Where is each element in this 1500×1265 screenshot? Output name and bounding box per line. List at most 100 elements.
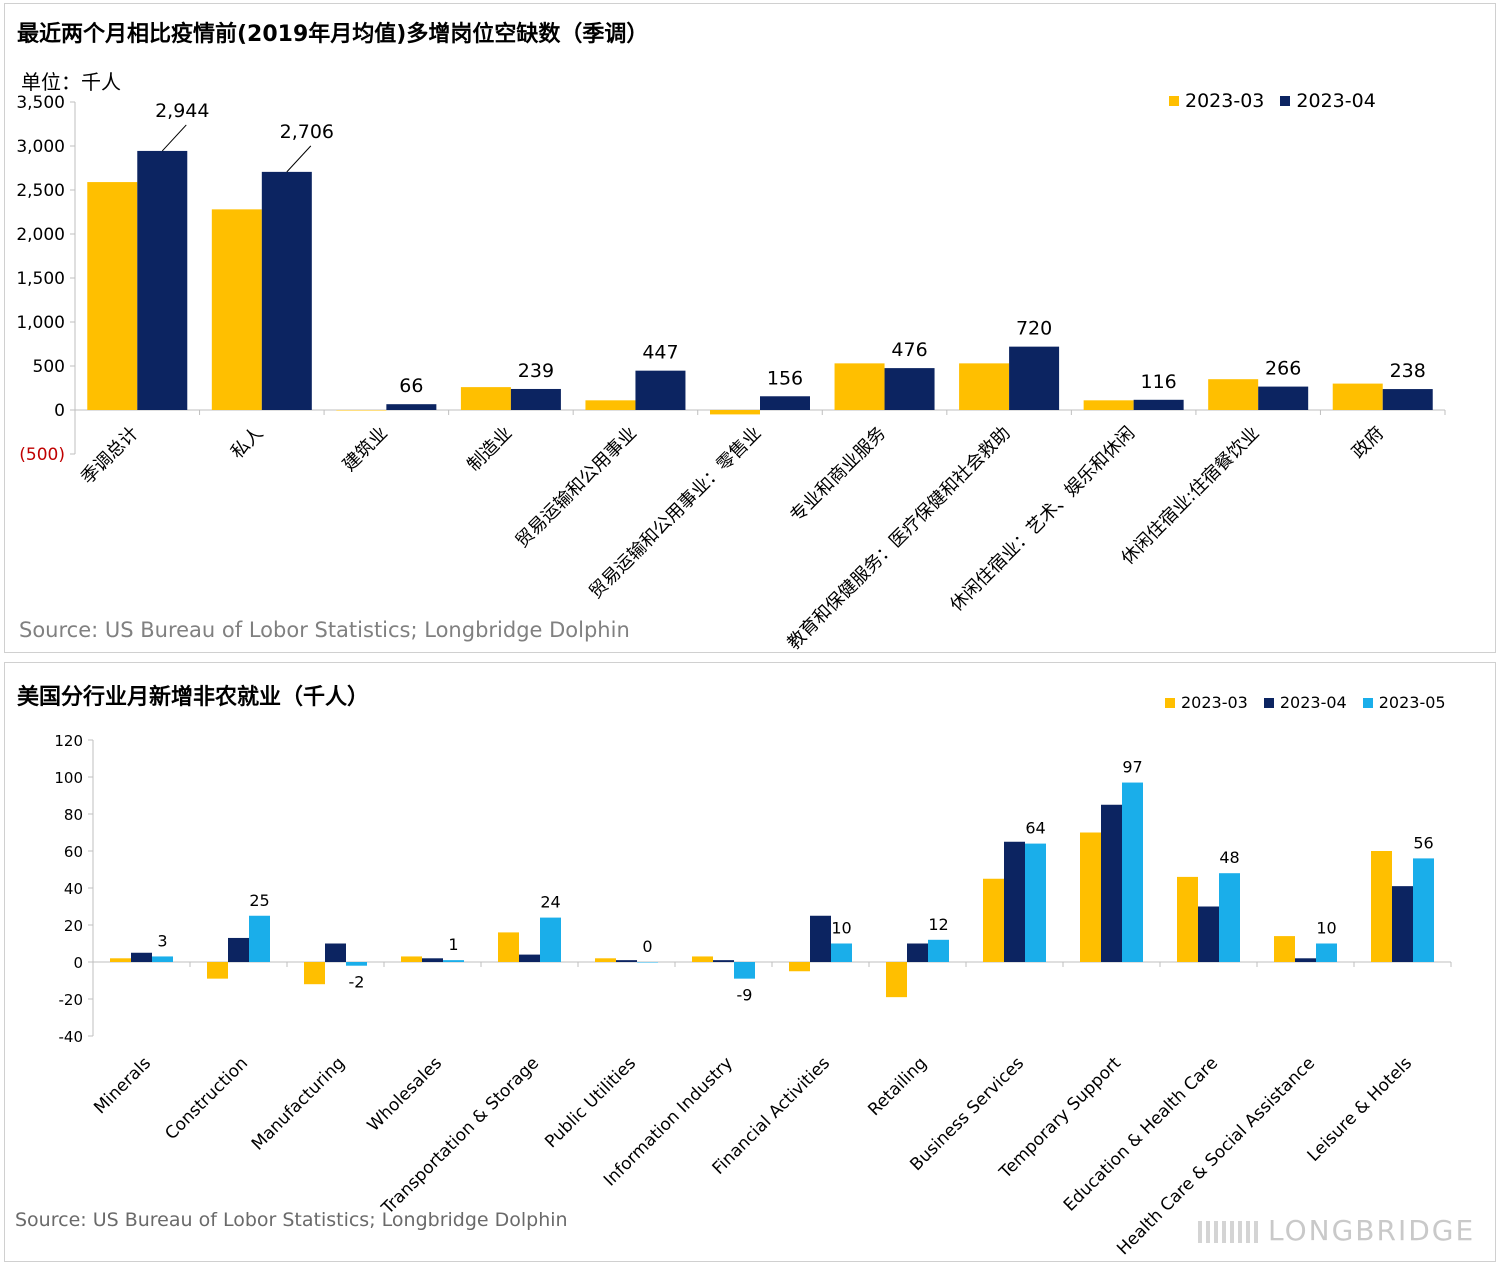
bar-2023-05: [734, 962, 755, 979]
data-label: 1: [448, 935, 458, 954]
category-label: Transportation & Storage: [377, 1053, 543, 1219]
bar-2023-04: [510, 388, 561, 410]
bar-2023-04: [810, 915, 831, 962]
data-label: 12: [928, 915, 948, 934]
category-label: Minerals: [90, 1053, 155, 1118]
y-tick-label: 500: [33, 357, 65, 377]
bar-2023-04: [1295, 958, 1316, 962]
chart-title: 美国分行业月新增非农就业（千人）: [17, 685, 370, 710]
legend-label: 2023-04: [1296, 90, 1376, 112]
category-label: 政府: [1348, 423, 1388, 463]
bar-2023-04: [1382, 389, 1433, 410]
bar-2023-05: [1316, 943, 1337, 962]
bar-2023-04: [1133, 399, 1184, 410]
data-label: 3: [157, 931, 167, 950]
category-label: Education & Health Care: [1060, 1053, 1222, 1215]
data-label: 266: [1265, 358, 1301, 380]
bar-2023-04: [325, 943, 346, 962]
brand-logo: LONGBRIDGE: [1198, 1214, 1475, 1247]
category-label: 制造业: [463, 423, 516, 476]
legend-label: 2023-03: [1185, 90, 1265, 112]
bar-2023-05: [1122, 782, 1143, 962]
bar-2023-05: [1413, 858, 1434, 962]
data-label: 238: [1390, 360, 1426, 382]
legend-label: 2023-04: [1279, 693, 1347, 712]
y-tick-label: -40: [59, 1028, 84, 1046]
bar-2023-04: [137, 150, 188, 411]
bar-2023-05: [928, 939, 949, 962]
data-label: 476: [891, 339, 927, 361]
chart-panel-payrolls: 美国分行业月新增非农就业（千人） 2023-03 2023-04 2023-05…: [4, 662, 1496, 1262]
y-tick-label: 1,500: [16, 269, 65, 289]
bar-2023-05: [637, 962, 658, 963]
bar-2023-03: [1274, 936, 1295, 962]
bar-2023-04: [760, 396, 810, 410]
bar-2023-03: [886, 962, 907, 998]
bar-2023-05: [540, 917, 561, 962]
bar-2023-04: [1004, 841, 1025, 962]
y-tick-label: 2,500: [16, 181, 65, 201]
bar-2023-04: [386, 404, 437, 410]
bar-2023-03: [336, 410, 387, 411]
category-label: Construction: [161, 1053, 252, 1144]
bar-2023-05: [831, 943, 852, 962]
data-label: 10: [1316, 919, 1336, 938]
legend: 2023-03 2023-04: [1169, 90, 1392, 112]
category-label: 休闲住宿业:住宿餐饮业: [1117, 423, 1263, 569]
y-tick-label: -20: [59, 991, 84, 1009]
category-label: Public Utilities: [541, 1053, 640, 1152]
data-label: -9: [737, 986, 753, 1005]
bar-2023-04: [261, 171, 312, 410]
y-tick-label: 60: [64, 843, 83, 861]
legend-swatch: [1280, 96, 1291, 106]
bar-2023-05: [346, 962, 367, 966]
bar-2023-05: [1025, 843, 1046, 962]
bar-2023-05: [443, 960, 464, 962]
data-label: 2,944: [155, 100, 209, 122]
bar-2023-04: [422, 958, 443, 962]
category-label: Retailing: [864, 1053, 931, 1120]
bar-2023-04: [1009, 346, 1060, 410]
legend-swatch: [1165, 697, 1175, 708]
legend-item: 2023-04: [1280, 90, 1376, 112]
bar-2023-04: [713, 960, 734, 962]
bar-2023-03: [211, 209, 262, 410]
category-label: Manufacturing: [248, 1053, 349, 1154]
bar-2023-03: [585, 400, 636, 410]
data-label: 0: [642, 937, 652, 956]
bar-2023-04: [616, 960, 637, 962]
bar-2023-03: [87, 182, 138, 410]
category-label: 建筑业: [339, 423, 392, 476]
bar-2023-03: [1332, 383, 1383, 410]
data-label: 97: [1122, 758, 1142, 777]
legend: 2023-03 2023-04 2023-05: [1165, 693, 1462, 712]
bar-2023-03: [1208, 379, 1259, 410]
bar-2023-03: [834, 363, 885, 410]
y-tick-label: 40: [64, 880, 83, 898]
chart-panel-vacancies: 最近两个月相比疫情前(2019年月均值)多增岗位空缺数（季调） 单位：千人 20…: [4, 3, 1496, 654]
data-label: 66: [399, 375, 423, 397]
data-label: 48: [1219, 848, 1239, 867]
data-label: 239: [518, 360, 554, 382]
legend-swatch: [1169, 96, 1179, 106]
data-label: 447: [642, 342, 678, 364]
y-tick-label: 3,500: [16, 93, 65, 113]
bar-2023-03: [110, 958, 131, 962]
bar-2023-03: [983, 878, 1004, 962]
y-tick-label: 2,000: [16, 225, 65, 245]
bar-2023-03: [1080, 832, 1101, 962]
category-label: 教育和保健服务：医疗保健和社会救助: [783, 423, 1014, 654]
y-tick-label: (500): [19, 445, 65, 465]
bar-2023-04: [635, 370, 686, 410]
chart-title: 最近两个月相比疫情前(2019年月均值)多增岗位空缺数（季调）: [17, 22, 649, 47]
bar-2023-03: [460, 387, 511, 410]
bar-2023-03: [401, 956, 422, 962]
bar-2023-04: [1198, 906, 1219, 962]
bar-2023-03: [207, 962, 228, 979]
data-label-leader: [161, 124, 187, 152]
bar-2023-04: [228, 937, 249, 962]
bar-2023-04: [907, 943, 928, 962]
legend-label: 2023-03: [1181, 693, 1248, 712]
bar-2023-03: [595, 958, 616, 962]
brand-mark-icon: [1198, 1221, 1258, 1243]
